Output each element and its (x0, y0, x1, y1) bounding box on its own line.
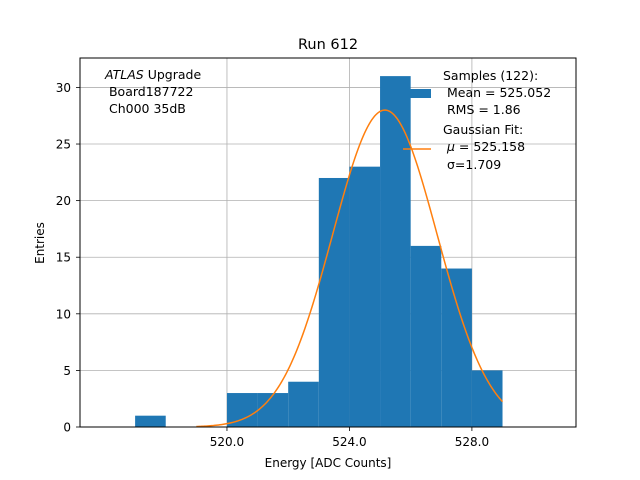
y-tick-label: 0 (63, 421, 71, 435)
annotation-experiment: ATLAS (104, 67, 144, 82)
y-axis-label: Entries (33, 222, 47, 264)
plot-frame (79, 57, 577, 428)
axis-ticks: 520.0 524.0 528.0 0 5 10 15 20 25 30 (56, 81, 489, 449)
y-tick-label: 10 (56, 307, 71, 321)
legend-samples-rms: RMS = 1.86 (443, 102, 521, 117)
info-annotation: ATLAS Upgrade Board187722 Ch000 35dB (104, 67, 201, 116)
x-axis-label: Energy [ADC Counts] (265, 456, 392, 470)
annotation-channel: Ch000 35dB (105, 101, 186, 116)
histogram-bar (135, 415, 166, 427)
histogram-bar (349, 166, 381, 427)
gaussian-fit-curve (196, 109, 504, 428)
legend-fit-sigma: σ=1.709 (447, 157, 501, 172)
x-tick-label: 528.0 (455, 435, 489, 449)
annotation-experiment-suffix: Upgrade (144, 67, 202, 82)
legend-samples-swatch (403, 89, 431, 98)
legend-samples-title: Samples (122): (443, 68, 538, 83)
histogram-bar (226, 393, 258, 427)
y-tick-label: 30 (56, 81, 71, 95)
x-tick-label: 520.0 (210, 435, 244, 449)
legend-fit-mu: μ = 525.158 (446, 139, 525, 154)
legend-samples-mean: Mean = 525.052 (443, 85, 551, 100)
y-tick-label: 5 (63, 364, 71, 378)
histogram-bar (257, 393, 289, 427)
histogram-bar (441, 268, 472, 427)
histogram-bar (288, 381, 319, 427)
y-tick-label: 25 (56, 138, 71, 152)
y-tick-label: 20 (56, 194, 71, 208)
legend-fit-title: Gaussian Fit: (443, 122, 523, 137)
histogram-bar (380, 76, 411, 428)
y-tick-label: 15 (56, 251, 71, 265)
legend: Samples (122): Mean = 525.052 RMS = 1.86… (403, 68, 551, 172)
annotation-board: Board187722 (105, 84, 193, 99)
annotation-line-1: ATLAS Upgrade (104, 67, 201, 82)
legend-fit-mu-value: = 525.158 (455, 139, 525, 154)
histogram-bar (318, 177, 350, 427)
x-tick-label: 524.0 (332, 435, 366, 449)
legend-fit-mu-symbol: μ (446, 139, 455, 154)
histogram-bars (135, 76, 503, 428)
chart-title: Run 612 (298, 37, 358, 53)
histogram-bar (410, 245, 442, 427)
